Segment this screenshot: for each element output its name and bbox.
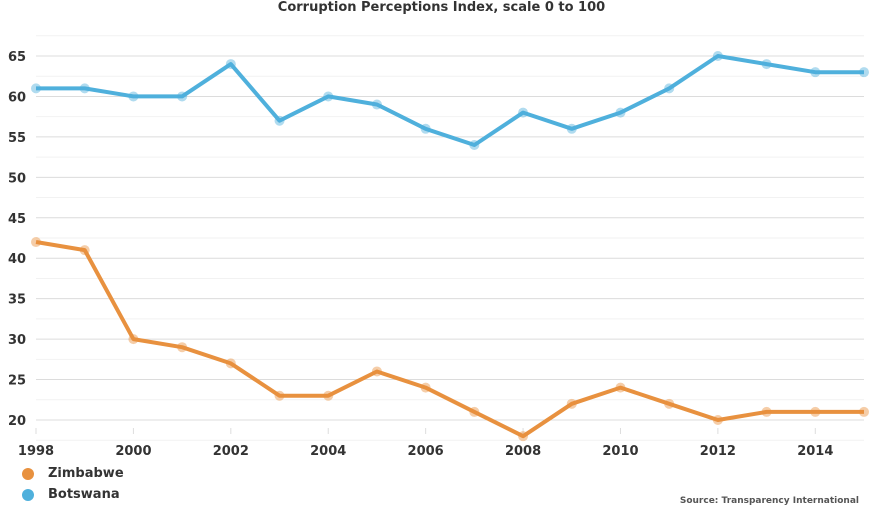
data-point-botswana-2010[interactable] — [615, 107, 626, 118]
y-tick-label: 60 — [8, 90, 26, 105]
data-point-zimbabwe-2015[interactable] — [859, 406, 869, 417]
x-tick-label: 2010 — [602, 444, 638, 459]
y-tick-label: 30 — [8, 333, 26, 348]
x-tick-label: 2012 — [700, 444, 736, 459]
data-point-zimbabwe-2014[interactable] — [810, 406, 821, 417]
data-point-botswana-2006[interactable] — [420, 123, 431, 134]
legend-label-botswana: Botswana — [48, 487, 120, 502]
data-point-botswana-2000[interactable] — [128, 91, 139, 102]
data-point-zimbabwe-2011[interactable] — [664, 398, 675, 409]
data-point-botswana-1998[interactable] — [31, 83, 41, 94]
gridlines — [36, 35, 864, 441]
data-point-botswana-2002[interactable] — [225, 59, 236, 70]
data-point-botswana-2013[interactable] — [761, 59, 772, 70]
data-point-botswana-2003[interactable] — [274, 115, 285, 126]
y-tick-label: 20 — [8, 414, 26, 429]
data-point-zimbabwe-2007[interactable] — [469, 406, 480, 417]
series-line-botswana — [36, 54, 864, 147]
legend-label-zimbabwe: Zimbabwe — [48, 466, 124, 481]
y-tick-label: 45 — [8, 212, 26, 227]
y-tick-label: 40 — [8, 252, 26, 267]
x-tick-label: 2014 — [797, 444, 833, 459]
legend-marker-zimbabwe — [22, 467, 34, 480]
x-axis-ticks: 1998 2000 2002 2004 2006 2008 2010 2012 2014 — [18, 428, 833, 459]
x-tick-label: 2004 — [310, 444, 346, 459]
data-point-zimbabwe-2003[interactable] — [274, 390, 285, 401]
y-tick-label: 55 — [8, 131, 26, 146]
data-point-zimbabwe-2010[interactable] — [615, 382, 626, 393]
data-point-zimbabwe-2004[interactable] — [323, 390, 334, 401]
data-point-zimbabwe-2002[interactable] — [225, 358, 236, 369]
legend-marker-botswana — [22, 488, 34, 501]
data-point-zimbabwe-1998[interactable] — [31, 237, 41, 248]
series-line-zimbabwe — [35, 240, 864, 439]
x-tick-label: 2006 — [408, 444, 444, 459]
y-axis-ticks: 20 25 30 35 40 45 50 55 60 65 — [8, 50, 26, 429]
y-tick-label: 50 — [8, 171, 26, 186]
data-point-botswana-2004[interactable] — [323, 91, 334, 102]
data-point-botswana-2001[interactable] — [177, 91, 188, 102]
data-point-botswana-2008[interactable] — [518, 107, 529, 118]
data-point-botswana-2009[interactable] — [566, 123, 577, 134]
data-point-botswana-2015[interactable] — [859, 67, 869, 78]
chart-title: Corruption Perceptions Index, scale 0 to… — [277, 0, 606, 15]
data-point-zimbabwe-1999[interactable] — [79, 245, 90, 256]
data-point-zimbabwe-2009[interactable] — [566, 398, 577, 409]
y-tick-label: 25 — [8, 374, 26, 389]
legend-item-botswana[interactable]: Botswana — [22, 487, 120, 502]
data-point-botswana-2011[interactable] — [664, 83, 675, 94]
x-tick-label: 2000 — [115, 444, 151, 459]
data-point-botswana-2007[interactable] — [469, 139, 480, 150]
data-point-zimbabwe-2012[interactable] — [712, 415, 723, 425]
legend-item-zimbabwe[interactable]: Zimbabwe — [22, 466, 124, 481]
y-tick-label: 65 — [8, 50, 26, 65]
data-point-botswana-1999[interactable] — [79, 83, 90, 94]
data-point-zimbabwe-2001[interactable] — [177, 342, 188, 353]
y-tick-label: 35 — [8, 293, 26, 308]
series-lines — [35, 54, 864, 439]
data-point-zimbabwe-2013[interactable] — [761, 406, 772, 417]
data-point-botswana-2005[interactable] — [371, 99, 382, 110]
x-tick-label: 2008 — [505, 444, 541, 459]
line-chart: 20 25 30 35 40 45 50 55 60 65 1998 2000 2002 2004 200… — [8, 35, 869, 459]
data-point-zimbabwe-2008[interactable] — [518, 431, 529, 442]
series-points — [31, 51, 869, 442]
source-note: Source: Transparency International — [679, 496, 859, 506]
data-point-zimbabwe-2005[interactable] — [371, 366, 382, 377]
data-point-botswana-2014[interactable] — [810, 67, 821, 78]
data-point-botswana-2012[interactable] — [712, 51, 723, 61]
data-point-zimbabwe-2000[interactable] — [128, 334, 139, 345]
x-tick-label: 2002 — [213, 444, 249, 459]
x-tick-label: 1998 — [18, 444, 54, 459]
data-point-zimbabwe-2006[interactable] — [420, 382, 431, 393]
